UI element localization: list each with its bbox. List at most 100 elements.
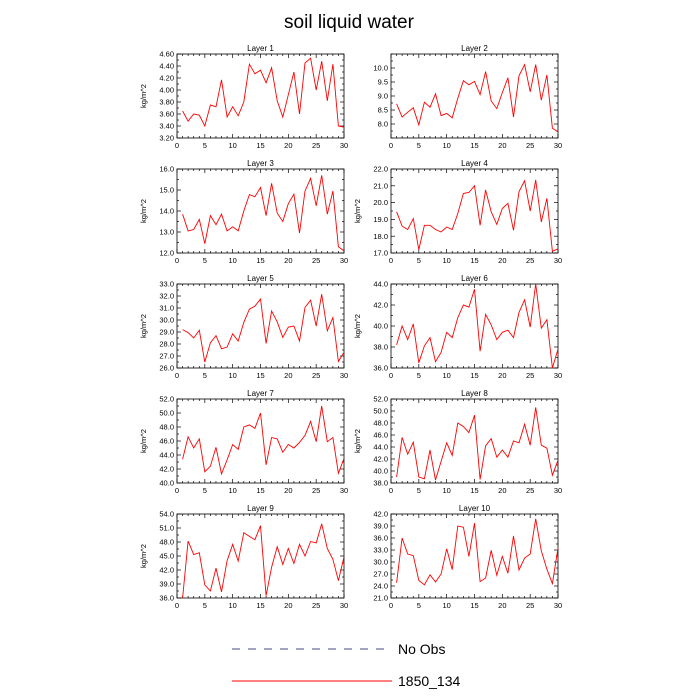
panels: Layer 10 5 10 15 20 25 303.203.403.603.804.004… bbox=[139, 44, 562, 610]
x-tick-label: 10 bbox=[442, 601, 450, 610]
x-tick-label: 20 bbox=[284, 486, 292, 495]
x-tick-label: 10 bbox=[228, 601, 236, 610]
y-tick-label: 38.0 bbox=[373, 343, 388, 352]
y-tick-label: 3.40 bbox=[159, 122, 174, 131]
panel-title: Layer 2 bbox=[461, 44, 488, 53]
x-tick-label: 0 bbox=[389, 371, 393, 380]
x-tick-label: 25 bbox=[526, 141, 534, 150]
y-tick-label: 29.0 bbox=[159, 328, 174, 337]
x-tick-label: 30 bbox=[554, 256, 562, 265]
y-tick-label: 52.0 bbox=[373, 395, 388, 404]
y-tick-label: 3.20 bbox=[159, 134, 174, 143]
y-tick-label: 40.0 bbox=[373, 467, 388, 476]
series-line-1850-134 bbox=[396, 283, 559, 369]
x-tick-label: 25 bbox=[312, 371, 320, 380]
x-tick-label: 15 bbox=[470, 371, 478, 380]
series-line-1850-134 bbox=[182, 175, 345, 252]
panel-layer-10: Layer 10 0 5 10 15 20 25 30 21.0 24.0 27.0 30.0 33.0… bbox=[373, 504, 562, 610]
y-axis-label: kg/m^2 bbox=[139, 84, 148, 108]
y-tick-label: 27.0 bbox=[373, 570, 388, 579]
y-tick-label: 16.0 bbox=[159, 165, 174, 174]
x-tick-label: 30 bbox=[340, 601, 348, 610]
panel-layer-8: Layer 8 0 5 10 15 20 25 30 38.0 40.0 42.0 44.0 46.0 4… bbox=[353, 389, 562, 495]
series-line-1850-134 bbox=[396, 63, 559, 133]
x-tick-label: 20 bbox=[284, 601, 292, 610]
x-tick-label: 25 bbox=[312, 486, 320, 495]
y-tick-label: 3.60 bbox=[159, 110, 174, 119]
x-tick-label: 20 bbox=[498, 256, 506, 265]
y-tick-label: 46.0 bbox=[159, 437, 174, 446]
y-tick-label: 42.0 bbox=[373, 301, 388, 310]
x-tick-label: 20 bbox=[498, 371, 506, 380]
y-tick-label: 12.0 bbox=[159, 249, 174, 258]
y-tick-label: 51.0 bbox=[159, 524, 174, 533]
panel-title: Layer 10 bbox=[459, 504, 491, 513]
y-tick-label: 14.0 bbox=[159, 207, 174, 216]
x-tick-label: 10 bbox=[228, 256, 236, 265]
y-tick-label: 40.0 bbox=[373, 322, 388, 331]
x-tick-label: 30 bbox=[554, 486, 562, 495]
y-tick-label: 40.0 bbox=[159, 479, 174, 488]
y-tick-label: 18.0 bbox=[373, 232, 388, 241]
x-tick-label: 25 bbox=[526, 601, 534, 610]
panel-title: Layer 5 bbox=[247, 274, 274, 283]
y-tick-label: 31.0 bbox=[159, 304, 174, 313]
x-tick-label: 25 bbox=[526, 486, 534, 495]
y-tick-label: 44.0 bbox=[373, 280, 388, 289]
y-tick-label: 4.60 bbox=[159, 50, 174, 59]
x-tick-label: 25 bbox=[312, 256, 320, 265]
y-tick-label: 33.0 bbox=[159, 280, 174, 289]
y-tick-label: 30.0 bbox=[373, 558, 388, 567]
series-line-1850-134 bbox=[182, 294, 345, 363]
chart-title: soil liquid water bbox=[284, 12, 415, 33]
x-tick-label: 10 bbox=[442, 371, 450, 380]
y-tick-label: 48.0 bbox=[159, 538, 174, 547]
x-tick-label: 0 bbox=[175, 141, 179, 150]
panel-layer-1: Layer 1 0 5 10 15 20 25 30 3.20 3.40 3.60 3.80 4.00 4… bbox=[139, 44, 348, 150]
x-tick-label: 15 bbox=[256, 141, 264, 150]
y-tick-label: 10.0 bbox=[373, 64, 388, 73]
x-tick-label: 5 bbox=[417, 256, 421, 265]
y-tick-label: 36.0 bbox=[373, 534, 388, 543]
x-tick-label: 5 bbox=[203, 601, 207, 610]
panel-layer-6: Layer 6 0 5 10 15 20 25 30 36.0 38.0 40.0 42.0 44.0 k… bbox=[353, 274, 562, 380]
y-tick-label: 50.0 bbox=[159, 409, 174, 418]
y-tick-label: 42.0 bbox=[159, 465, 174, 474]
panel-title: Layer 8 bbox=[461, 389, 488, 398]
x-tick-label: 5 bbox=[417, 601, 421, 610]
y-axis-label: kg/m^2 bbox=[353, 314, 362, 338]
panel-title: Layer 9 bbox=[247, 504, 274, 513]
y-tick-label: 30.0 bbox=[159, 316, 174, 325]
y-tick-label: 4.20 bbox=[159, 74, 174, 83]
panel-layer-5: Layer 5 0 5 10 15 20 25 30 26.0 27.0 28.0 29.0 30.0 3… bbox=[139, 274, 348, 380]
series-line-1850-134 bbox=[396, 518, 559, 586]
y-axis-label: kg/m^2 bbox=[353, 429, 362, 453]
x-tick-label: 5 bbox=[417, 141, 421, 150]
series-line-1850-134 bbox=[182, 405, 345, 476]
x-tick-label: 5 bbox=[203, 371, 207, 380]
x-tick-label: 0 bbox=[175, 601, 179, 610]
x-tick-label: 10 bbox=[442, 141, 450, 150]
y-tick-label: 4.40 bbox=[159, 62, 174, 71]
x-tick-label: 15 bbox=[256, 601, 264, 610]
plot-frame bbox=[176, 398, 345, 484]
x-tick-label: 30 bbox=[340, 486, 348, 495]
x-tick-label: 15 bbox=[470, 256, 478, 265]
y-tick-label: 44.0 bbox=[373, 443, 388, 452]
y-tick-label: 8.0 bbox=[378, 120, 388, 129]
x-tick-label: 20 bbox=[498, 486, 506, 495]
legend: No Obs 1850_134 bbox=[232, 641, 461, 689]
x-tick-label: 0 bbox=[389, 486, 393, 495]
x-tick-label: 0 bbox=[389, 256, 393, 265]
series-line-1850-134 bbox=[182, 57, 345, 128]
plot-frame bbox=[176, 283, 345, 369]
y-tick-label: 42.0 bbox=[159, 566, 174, 575]
y-tick-label: 44.0 bbox=[159, 451, 174, 460]
y-tick-label: 20.0 bbox=[373, 198, 388, 207]
y-tick-label: 21.0 bbox=[373, 181, 388, 190]
y-axis-label: kg/m^2 bbox=[139, 199, 148, 223]
x-tick-label: 20 bbox=[498, 601, 506, 610]
legend-label-no-obs: No Obs bbox=[398, 641, 445, 657]
x-tick-label: 10 bbox=[228, 141, 236, 150]
